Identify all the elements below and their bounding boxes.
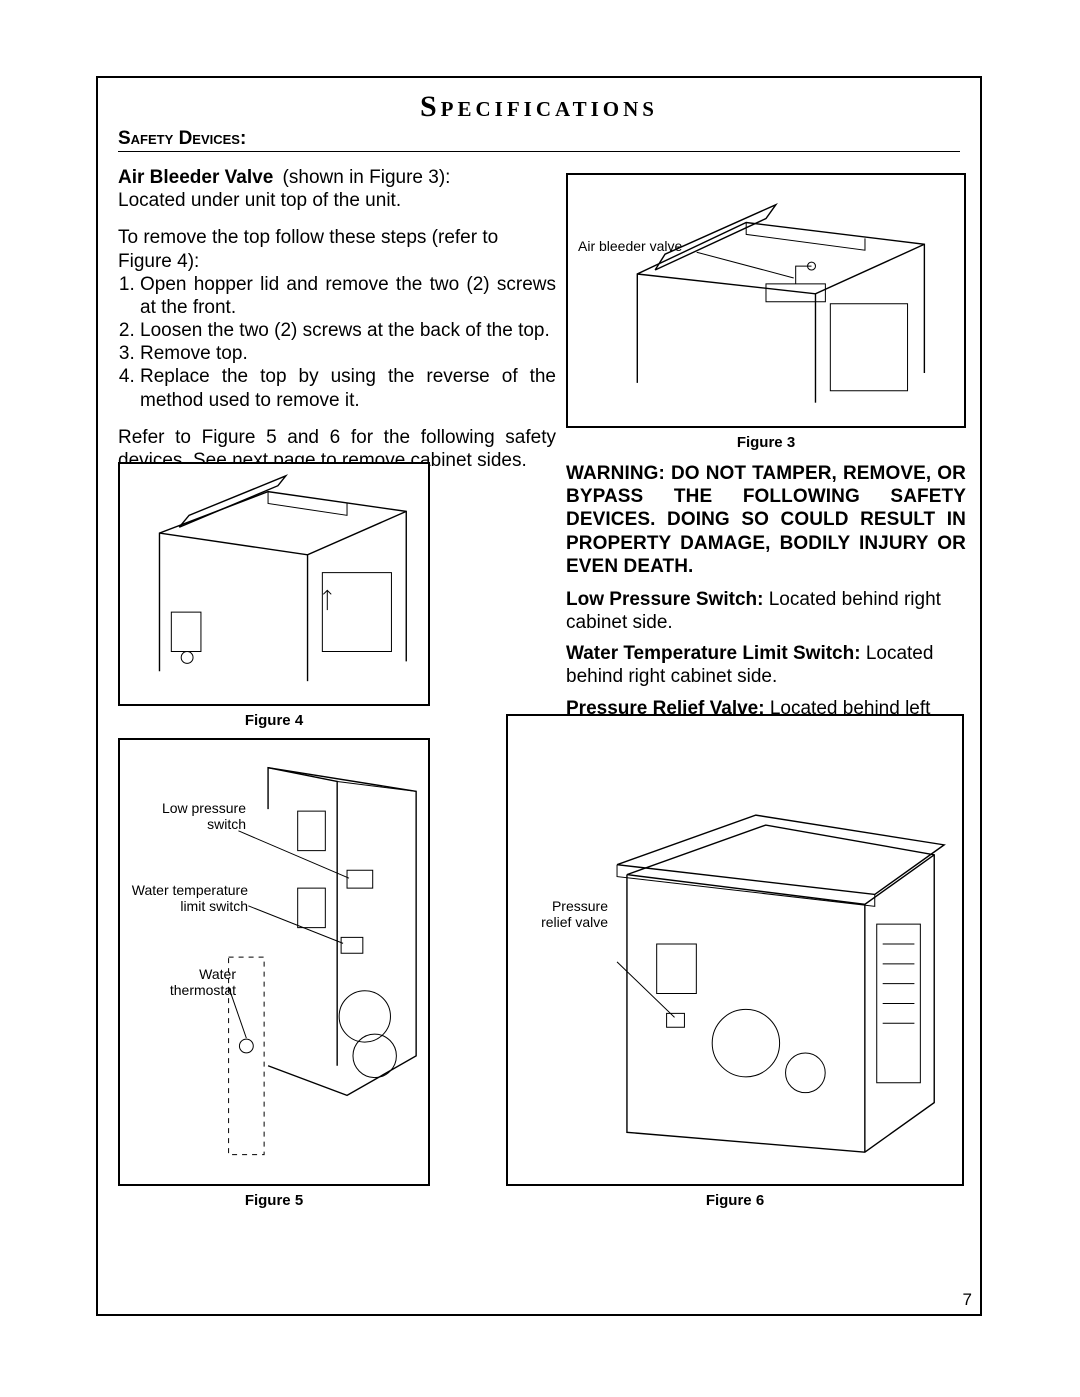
- figure-4-diagram: [120, 464, 428, 705]
- figure-6-diagram: [508, 716, 962, 1184]
- item-shown-in: (shown in Figure 3):: [283, 167, 451, 188]
- page-number: 7: [963, 1290, 972, 1310]
- page-frame: Specifications Safety Devices: Air Bleed…: [96, 76, 982, 1316]
- figure-3-box: [566, 173, 966, 428]
- device-name: Low Pressure Switch:: [566, 589, 763, 610]
- device-item: Water Temperature Limit Switch: Located …: [566, 642, 966, 688]
- figure-4-box: [118, 462, 430, 706]
- step-item: Open hopper lid and remove the two (2) s…: [140, 273, 556, 319]
- step-item: Loosen the two (2) screws at the back of…: [140, 319, 556, 342]
- figure-5-label-1: Low pressureswitch: [146, 800, 246, 832]
- step-item: Remove top.: [140, 342, 556, 365]
- steps-intro: To remove the top follow these steps (re…: [118, 226, 556, 272]
- left-column: Air Bleeder Valve (shown in Figure 3): L…: [118, 166, 556, 472]
- intro-block: Air Bleeder Valve (shown in Figure 3): L…: [118, 166, 556, 212]
- item-name: Air Bleeder Valve: [118, 167, 273, 188]
- item-location: Located under unit top of the unit.: [118, 190, 401, 211]
- figure-3-label: Air bleeder valve: [578, 238, 682, 254]
- figure-6-caption: Figure 6: [506, 1192, 964, 1209]
- page-title: Specifications: [118, 90, 960, 124]
- device-name: Water Temperature Limit Switch:: [566, 643, 861, 664]
- figure-5-caption: Figure 5: [118, 1192, 430, 1209]
- figure-5-label-3: Waterthermostat: [156, 966, 236, 998]
- right-column: WARNING: DO NOT TAMPER, REMOVE, OR BYPAS…: [566, 462, 966, 751]
- figure-4-caption: Figure 4: [118, 712, 430, 729]
- device-item: Low Pressure Switch: Located behind righ…: [566, 588, 966, 634]
- figure-6-box: [506, 714, 964, 1186]
- warning-text: WARNING: DO NOT TAMPER, REMOVE, OR BYPAS…: [566, 462, 966, 578]
- figure-5-label-2: Water temperaturelimit switch: [128, 882, 248, 914]
- figure-3-caption: Figure 3: [566, 434, 966, 451]
- section-heading: Safety Devices:: [118, 128, 960, 152]
- figure-3-diagram: [568, 175, 964, 427]
- figure-6-label-1: Pressurerelief valve: [528, 898, 608, 930]
- step-item: Replace the top by using the reverse of …: [140, 365, 556, 411]
- steps-list: Open hopper lid and remove the two (2) s…: [118, 273, 556, 412]
